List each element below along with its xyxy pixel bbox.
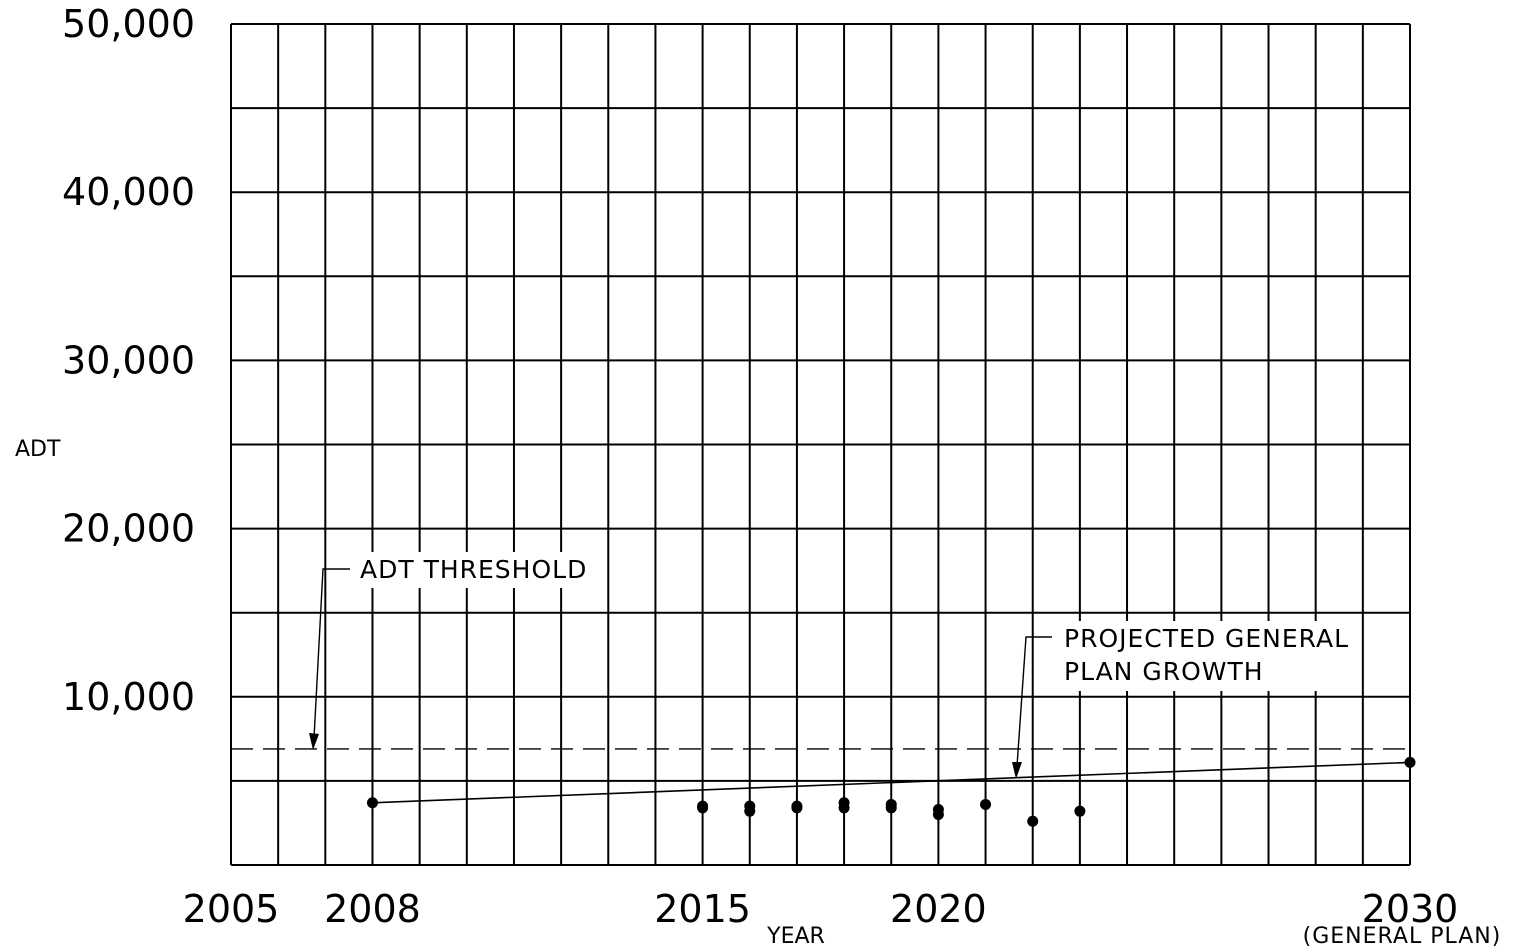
x-tick-label: 2005	[183, 887, 280, 931]
data-point	[980, 798, 992, 810]
data-point	[885, 802, 897, 814]
x-axis-title: YEAR	[766, 924, 825, 949]
y-tick-label: 30,000	[62, 338, 195, 382]
threshold-leader-line	[313, 568, 350, 739]
grid	[230, 23, 1411, 866]
growth-arrowhead	[1012, 762, 1022, 779]
data-point	[791, 802, 803, 814]
x-tick-label: 2030	[1362, 887, 1459, 931]
data-point	[1074, 805, 1086, 817]
data-point	[744, 805, 756, 817]
y-axis-title: ADT	[15, 437, 61, 462]
projected-growth-line	[372, 761, 1411, 804]
growth-leader-line	[1016, 636, 1052, 767]
data-point	[932, 809, 944, 821]
x-tick-label: 2020	[890, 887, 987, 931]
data-point	[697, 802, 709, 814]
data-points	[366, 756, 1416, 827]
x-axis-tick-labels: 2005 2008 2015 2020 2030(GENERAL PLAN)	[183, 887, 1502, 949]
y-tick-label: 20,000	[62, 507, 195, 551]
x-tick-sublabel: (GENERAL PLAN)	[1303, 924, 1502, 949]
growth-label-line-2: PLAN GROWTH	[1064, 657, 1264, 686]
growth-label-line-1: PROJECTED GENERAL	[1064, 624, 1349, 653]
data-point	[838, 802, 850, 814]
x-tick-label: 2008	[324, 887, 421, 931]
x-tick-label: 2015	[654, 887, 751, 931]
threshold-label: ADT THRESHOLD	[360, 555, 587, 584]
data-point	[366, 797, 378, 809]
threshold-arrowhead	[309, 733, 319, 750]
growth-annotation: PROJECTED GENERAL PLAN GROWTH	[1012, 621, 1349, 779]
y-axis-tick-labels: 10,000 20,000 30,000 40,000 50,000	[62, 2, 195, 719]
threshold-annotation: ADT THRESHOLD	[309, 552, 587, 750]
y-tick-label: 10,000	[62, 675, 195, 719]
y-tick-label: 50,000	[62, 2, 195, 46]
data-point	[1404, 756, 1416, 768]
y-tick-label: 40,000	[62, 170, 195, 214]
data-point	[1027, 815, 1039, 827]
